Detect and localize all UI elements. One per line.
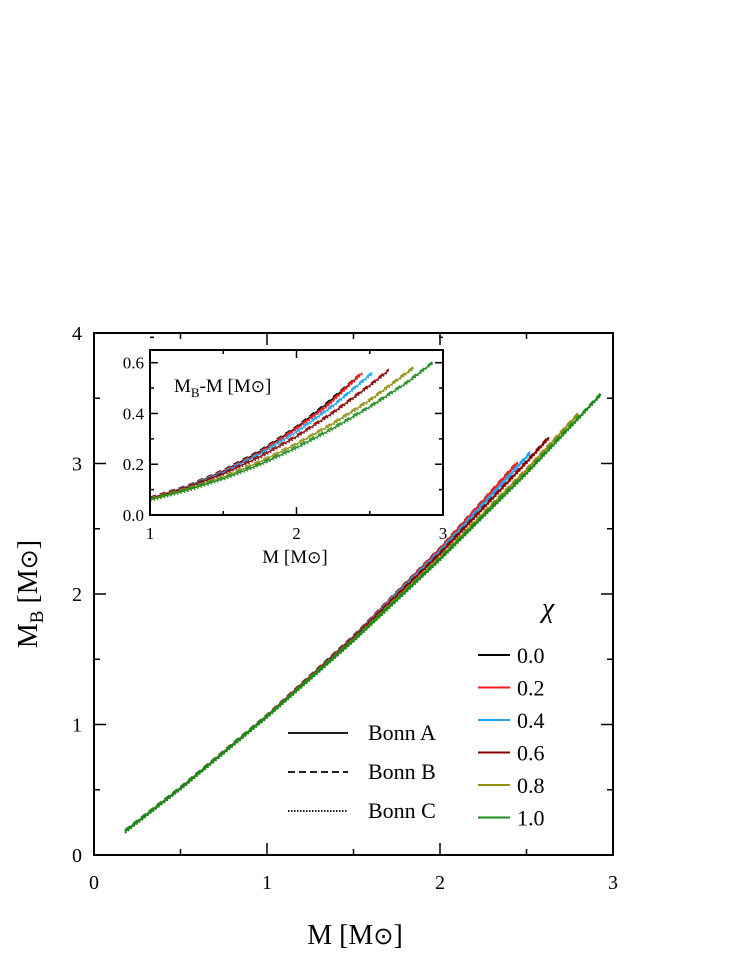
series-line-chi-1.0	[124, 393, 602, 833]
legend-label-chi-0.4: 0.4	[517, 708, 545, 733]
legend-label-chi-0.0: 0.0	[517, 643, 545, 668]
series-line-chi-0.0-bonn-b	[124, 464, 515, 831]
legend-label-bonn-c: Bonn C	[368, 798, 436, 823]
x-tick-label: 1	[146, 524, 155, 543]
x-tick-label: 3	[608, 872, 618, 894]
x-tick-label: 1	[262, 872, 272, 894]
legend-label-chi-1.0: 1.0	[517, 806, 545, 831]
y-tick-label: 0.4	[123, 404, 145, 423]
legend-label-bonn-a: Bonn A	[368, 720, 436, 745]
series-line-chi-0.2-bonn-c	[124, 463, 519, 834]
series-line-chi-1.0-bonn-b	[124, 392, 602, 831]
series-line-chi-0.2-bonn-b	[124, 460, 519, 831]
series-line-chi-1.0-bonn-b	[149, 360, 434, 499]
y-tick-label: 3	[72, 454, 82, 476]
y-tick-label: 2	[72, 584, 82, 606]
bonn-legend: Bonn A Bonn B Bonn C	[288, 720, 436, 823]
chi-legend: 0.0 0.2 0.4 0.6 0.8 1.0	[478, 643, 545, 831]
y-tick-label: 0.0	[123, 506, 144, 525]
x-tick-label: 2	[435, 872, 445, 894]
series-line-chi-1.0-bonn-c	[124, 395, 602, 834]
series-line-chi-0.8-bonn-b	[149, 365, 415, 499]
x-axis-label: M [M⊙]	[307, 920, 403, 951]
y-axis-label: MB [M⊙]	[13, 540, 48, 648]
legend-label-bonn-b: Bonn B	[368, 759, 436, 784]
legend-label-chi-0.8: 0.8	[517, 773, 545, 798]
y-tick-label: 0.2	[123, 455, 144, 474]
x-tick-label: 3	[439, 524, 448, 543]
inset-x-axis-label: M [M⊙]	[262, 547, 327, 568]
legend-label-chi-0.2: 0.2	[517, 676, 545, 701]
series-line-chi-0.0-bonn-b	[149, 373, 360, 498]
y-tick-label: 0.6	[123, 354, 144, 373]
x-tick-label: 2	[292, 524, 301, 543]
legend-title: χ	[539, 593, 555, 624]
y-tick-label: 0	[72, 845, 82, 867]
series-line-chi-0.0-bonn-c	[124, 467, 515, 834]
series-line-chi-0.0	[124, 465, 516, 833]
series-line-chi-0.4-bonn-c	[149, 373, 374, 501]
series-line-chi-1.0	[149, 362, 434, 501]
series-line-chi-0.2	[124, 461, 519, 833]
legend-label-chi-0.6: 0.6	[517, 741, 545, 766]
series-line-chi-0.6-bonn-b	[149, 368, 390, 498]
inset-annotation: MB-M [M⊙]	[174, 376, 271, 400]
x-tick-label: 0	[89, 872, 99, 894]
y-tick-label: 1	[72, 715, 82, 737]
main-plot: 0 1 2 3 0 1 2 3 4	[72, 323, 618, 894]
inset-plot: 1 2 3 0.0 0.2 0.4 0.6	[123, 336, 448, 543]
y-tick-label: 4	[72, 323, 82, 345]
